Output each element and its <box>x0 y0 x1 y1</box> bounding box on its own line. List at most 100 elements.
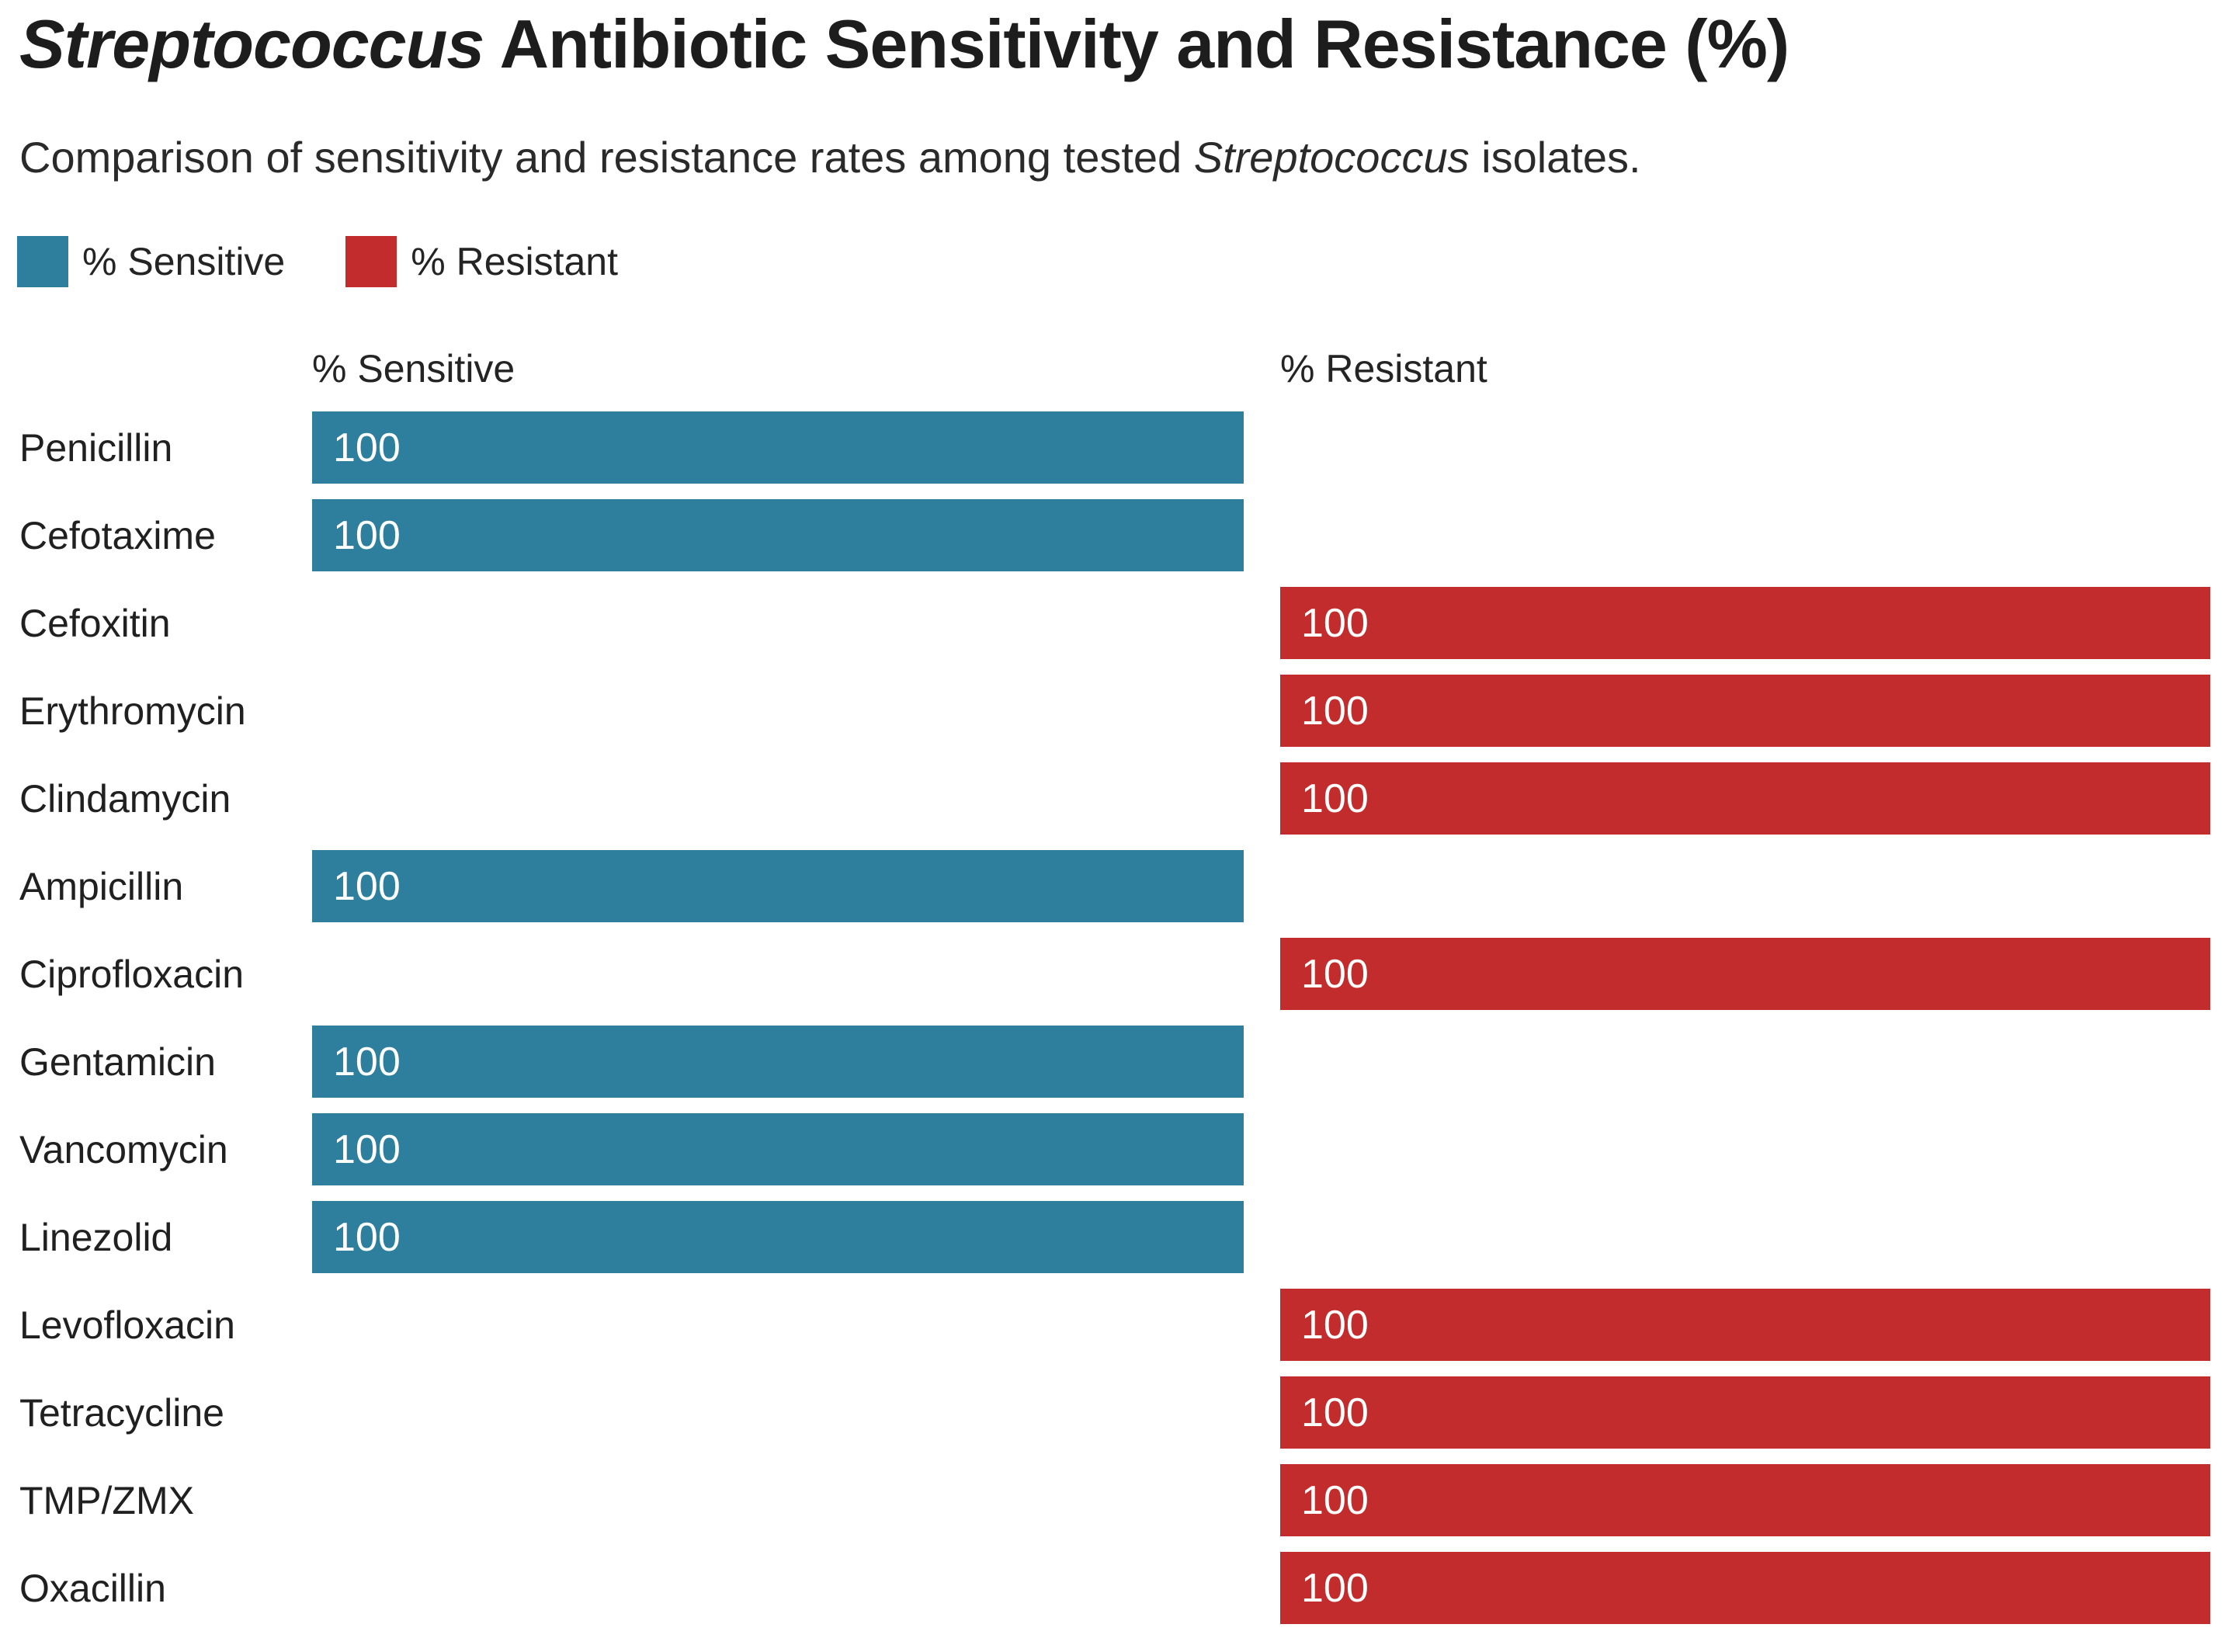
resistant-track <box>1280 1201 2210 1273</box>
table-row: Cefoxitin 100 <box>0 587 2225 659</box>
antibiotic-label: Cefotaxime <box>19 513 216 557</box>
table-row: Linezolid 100 <box>0 1201 2225 1273</box>
sensitive-bar: 100 <box>312 850 1244 922</box>
sensitive-swatch-icon <box>17 236 68 287</box>
sensitive-bar: 100 <box>312 1201 1244 1273</box>
column-header-resistant: % Resistant <box>1280 347 1487 390</box>
resistant-track: 100 <box>1280 675 2210 747</box>
antibiotic-label: Tetracycline <box>19 1390 224 1435</box>
table-row: Erythromycin 100 <box>0 675 2225 747</box>
antibiotic-label: Linezolid <box>19 1215 173 1259</box>
sensitive-track: 100 <box>312 1026 1244 1098</box>
chart-subtitle: Comparison of sensitivity and resistance… <box>19 132 1641 182</box>
legend: % Sensitive % Resistant <box>17 236 679 287</box>
bar-value-label: 100 <box>333 1126 401 1172</box>
sensitive-track <box>312 675 1244 747</box>
table-row: Cefotaxime 100 <box>0 499 2225 571</box>
resistant-track <box>1280 1026 2210 1098</box>
table-row: Vancomycin 100 <box>0 1113 2225 1185</box>
table-row: Ampicillin 100 <box>0 850 2225 922</box>
column-header-sensitive: % Sensitive <box>312 347 515 390</box>
resistant-track <box>1280 411 2210 484</box>
sensitive-track <box>312 1464 1244 1536</box>
sensitive-bar: 100 <box>312 499 1244 571</box>
resistant-bar: 100 <box>1280 1376 2210 1449</box>
bar-value-label: 100 <box>1301 600 1369 646</box>
page-title: Streptococcus Antibiotic Sensitivity and… <box>19 5 1789 84</box>
sensitive-track <box>312 587 1244 659</box>
legend-item-resistant: % Resistant <box>345 236 618 287</box>
bar-value-label: 100 <box>1301 776 1369 821</box>
sensitive-track <box>312 1552 1244 1624</box>
bar-value-label: 100 <box>1301 951 1369 997</box>
resistant-track: 100 <box>1280 587 2210 659</box>
sensitive-track <box>312 1376 1244 1449</box>
bar-value-label: 100 <box>1301 1390 1369 1435</box>
antibiotic-label: Ampicillin <box>19 864 184 908</box>
sensitive-track: 100 <box>312 850 1244 922</box>
bar-value-label: 100 <box>1301 1565 1369 1611</box>
resistant-track: 100 <box>1280 762 2210 835</box>
legend-label-sensitive: % Sensitive <box>82 240 286 283</box>
sensitive-track: 100 <box>312 1113 1244 1185</box>
table-row: Levofloxacin 100 <box>0 1289 2225 1361</box>
sensitive-bar: 100 <box>312 1113 1244 1185</box>
antibiotic-label: Ciprofloxacin <box>19 952 245 996</box>
resistant-track: 100 <box>1280 1376 2210 1449</box>
table-row: Penicillin 100 <box>0 411 2225 484</box>
bar-value-label: 100 <box>1301 1477 1369 1523</box>
antibiotic-label: Gentamicin <box>19 1039 216 1084</box>
resistant-bar: 100 <box>1280 587 2210 659</box>
table-row: Tetracycline 100 <box>0 1376 2225 1449</box>
sensitive-track <box>312 938 1244 1010</box>
resistant-track: 100 <box>1280 1289 2210 1361</box>
bar-value-label: 100 <box>333 1214 401 1260</box>
bar-value-label: 100 <box>333 863 401 909</box>
resistant-bar: 100 <box>1280 1464 2210 1536</box>
sensitive-bar: 100 <box>312 1026 1244 1098</box>
legend-label-resistant: % Resistant <box>411 240 619 283</box>
table-row: TMP/ZMX 100 <box>0 1464 2225 1536</box>
antibiotic-label: Clindamycin <box>19 776 231 821</box>
antibiotic-label: Erythromycin <box>19 689 246 733</box>
antibiotic-label: Cefoxitin <box>19 601 171 645</box>
bar-value-label: 100 <box>1301 688 1369 734</box>
bar-rows: Penicillin 100 Cefotaxime 100 Cefoxitin 100 Er… <box>0 411 2225 1640</box>
table-row: Ciprofloxacin 100 <box>0 938 2225 1010</box>
sensitive-track: 100 <box>312 1201 1244 1273</box>
sensitive-track <box>312 762 1244 835</box>
resistant-bar: 100 <box>1280 762 2210 835</box>
subtitle-before-part: Comparison of sensitivity and resistance… <box>19 133 1194 182</box>
antibiotic-label: Penicillin <box>19 425 173 470</box>
resistant-bar: 100 <box>1280 1289 2210 1361</box>
antibiotic-label: Vancomycin <box>19 1127 228 1171</box>
resistant-bar: 100 <box>1280 675 2210 747</box>
resistant-track: 100 <box>1280 938 2210 1010</box>
resistant-track: 100 <box>1280 1552 2210 1624</box>
subtitle-italic-part: Streptococcus <box>1193 133 1470 182</box>
resistant-track <box>1280 1113 2210 1185</box>
bar-value-label: 100 <box>333 425 401 470</box>
bar-value-label: 100 <box>333 512 401 558</box>
table-row: Oxacillin 100 <box>0 1552 2225 1624</box>
resistant-track <box>1280 499 2210 571</box>
resistant-swatch-icon <box>345 236 397 287</box>
antibiotic-label: Oxacillin <box>19 1566 166 1610</box>
sensitive-bar: 100 <box>312 411 1244 484</box>
resistant-track <box>1280 850 2210 922</box>
legend-item-sensitive: % Sensitive <box>17 236 285 287</box>
resistant-bar: 100 <box>1280 938 2210 1010</box>
resistant-track: 100 <box>1280 1464 2210 1536</box>
bar-value-label: 100 <box>1301 1302 1369 1348</box>
sensitive-track: 100 <box>312 499 1244 571</box>
bar-value-label: 100 <box>333 1039 401 1085</box>
sensitive-track <box>312 1289 1244 1361</box>
table-row: Clindamycin 100 <box>0 762 2225 835</box>
antibiotic-label: Levofloxacin <box>19 1303 235 1347</box>
subtitle-after-part: isolates. <box>1469 133 1641 182</box>
title-italic-part: Streptococcus <box>19 5 484 82</box>
antibiotic-label: TMP/ZMX <box>19 1478 194 1522</box>
resistant-bar: 100 <box>1280 1552 2210 1624</box>
table-row: Gentamicin 100 <box>0 1026 2225 1098</box>
